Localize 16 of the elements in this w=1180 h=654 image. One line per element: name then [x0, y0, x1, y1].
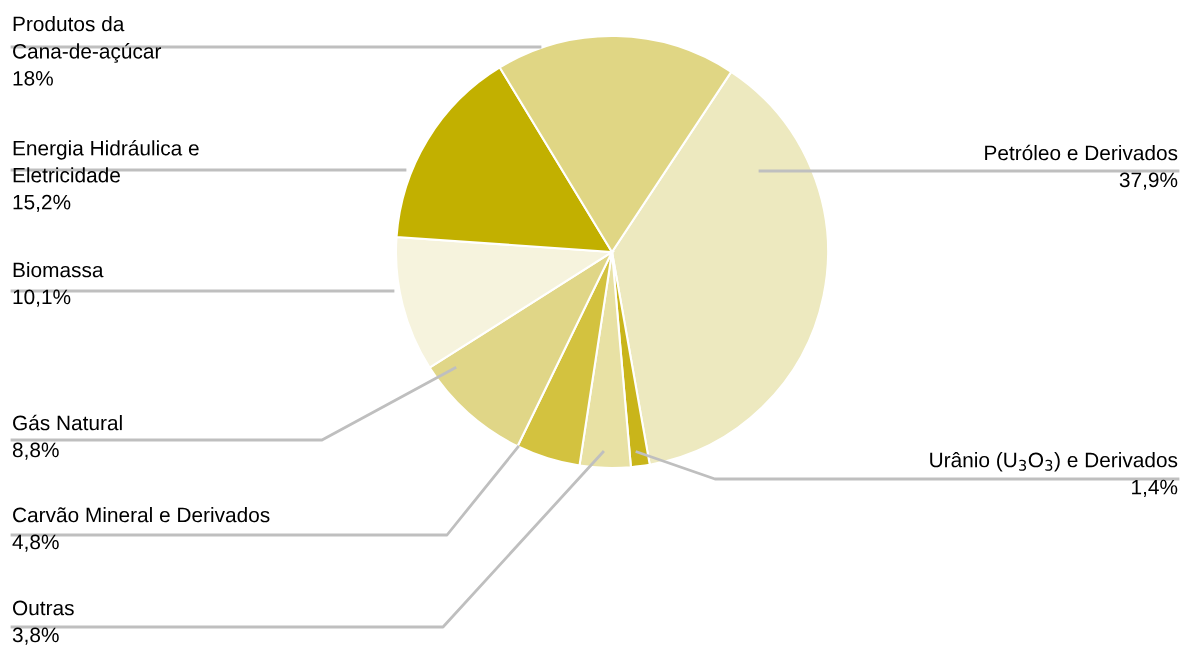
data-label: 4,8% — [12, 534, 59, 552]
slice-label: Petróleo e Derivados — [985, 144, 1178, 161]
data-label: 8,8% — [12, 442, 59, 460]
data-label: 3,8% — [12, 627, 59, 645]
slice-label: Gás Natural — [13, 414, 122, 431]
data-label: 10,1% — [13, 289, 71, 307]
slice-label: Biomassa — [13, 262, 104, 278]
data-label: 1,4% — [1132, 479, 1178, 497]
data-label: 37,9% — [1119, 172, 1178, 190]
slice-label: Produtos da Cana-de-açúcar — [13, 16, 162, 63]
slice-label: Urânio (U$_{3}$O$_{3}$) e Derivados — [930, 452, 1178, 472]
slice-label: Outras — [12, 600, 74, 616]
data-label: 18% — [13, 70, 53, 86]
slice-label: Carvão Mineral e Derivados — [13, 507, 270, 523]
slice-label: Energia Hidráulica e Eletricidade — [13, 140, 199, 183]
data-label: 15,2% — [13, 194, 71, 212]
